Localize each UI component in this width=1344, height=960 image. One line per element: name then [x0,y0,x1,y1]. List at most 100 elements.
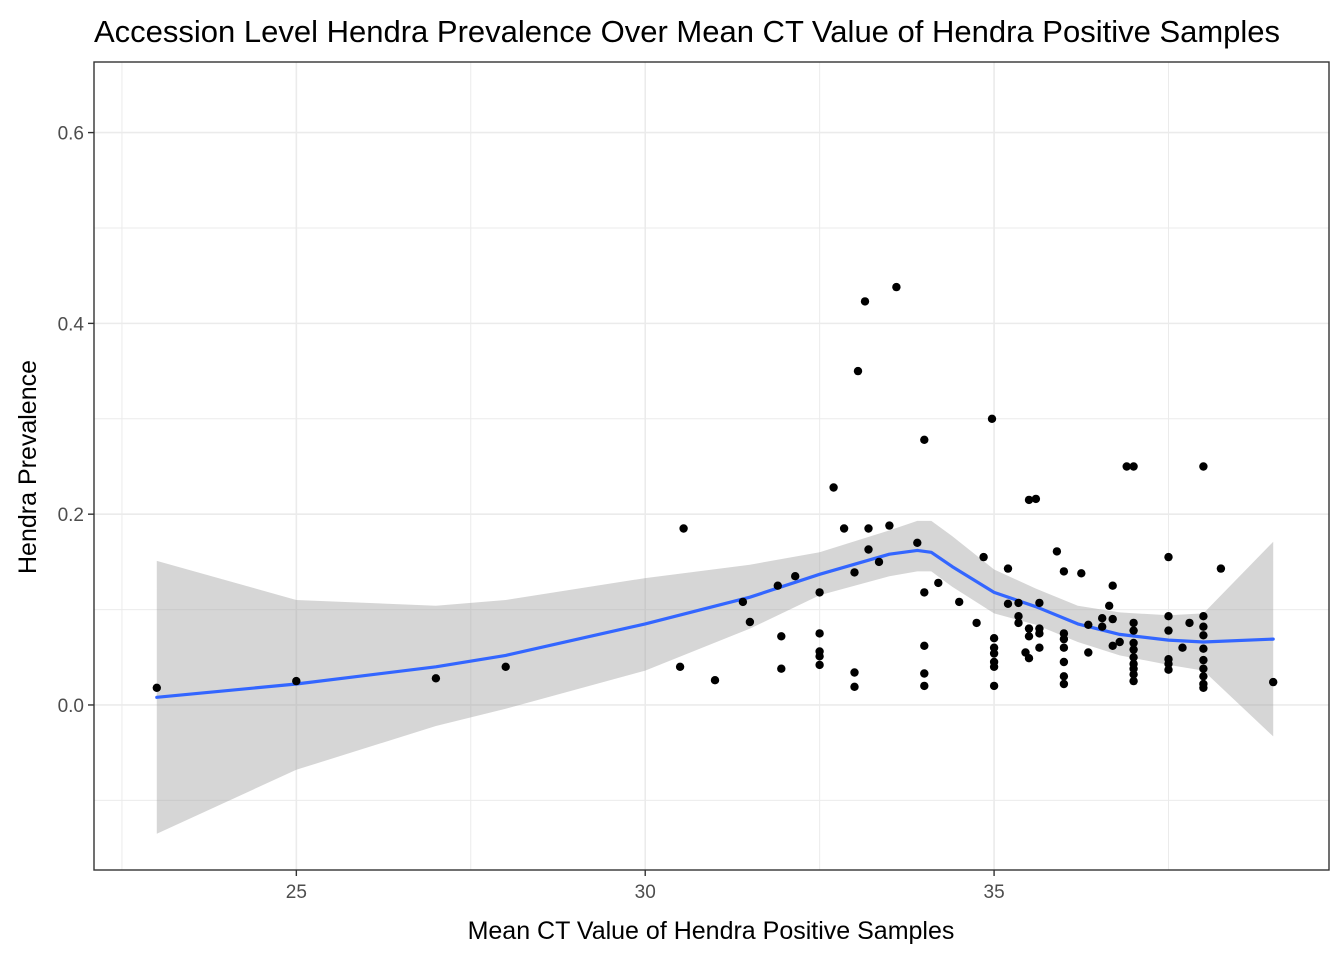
data-point [850,568,859,577]
data-point [1164,626,1173,635]
data-point [864,545,873,554]
data-point [1098,614,1107,623]
data-point [955,597,964,607]
data-point [292,676,301,686]
data-point [1059,679,1069,689]
data-point [791,572,800,581]
x-tick-label: 30 [635,882,656,903]
data-point [934,578,943,588]
y-axis: 0.0 0.2 0.4 0.6 [58,124,94,717]
data-point [815,660,824,670]
data-point [675,662,685,671]
data-point [815,588,824,597]
data-point [892,282,901,292]
data-point [1122,462,1131,471]
data-point [1216,564,1226,573]
data-point [1178,643,1187,652]
data-point [989,681,999,691]
data-point [1129,676,1138,686]
chart-title: Accession Level Hendra Prevalence Over M… [94,14,1280,49]
data-point [501,662,510,671]
data-point [1269,677,1278,687]
data-point [1003,564,1013,573]
data-point [1024,624,1034,633]
data-point [1199,664,1208,673]
data-points [152,282,1278,692]
data-point [1129,462,1138,471]
y-tick-label: 0.4 [58,314,85,335]
data-point [989,649,999,658]
data-point [1129,645,1138,654]
data-point [710,676,720,685]
data-point [853,366,863,376]
data-point [738,597,748,607]
data-point [1129,618,1138,628]
data-point [1105,601,1114,610]
data-point [850,668,859,677]
data-point [1024,495,1034,505]
data-point [1084,648,1093,657]
data-point [1059,567,1069,576]
data-point [989,643,999,652]
data-point [1024,632,1034,641]
confidence-ribbon [156,520,1274,834]
data-point [777,664,786,673]
panel-border [93,61,1330,871]
data-point [1014,612,1023,621]
data-point [1199,612,1208,621]
data-point [1108,581,1117,590]
data-point [1199,644,1208,653]
data-point [1164,665,1173,674]
data-point [864,524,873,533]
x-axis-title: Mean CT Value of Hendra Positive Samples [468,917,955,945]
data-point [913,538,922,547]
data-point [1108,641,1117,650]
data-point [1199,672,1208,681]
data-point [972,618,981,628]
confidence-band [156,520,1274,834]
data-point [1129,670,1138,679]
y-axis-title: Hendra Prevalence [14,360,42,574]
data-point [1052,547,1062,556]
smooth-line [155,548,1275,699]
data-point [920,435,929,444]
data-point [885,521,894,530]
data-point [920,641,929,650]
data-point [1199,622,1208,631]
data-point [1084,620,1093,629]
y-tick-label: 0.2 [58,505,84,526]
data-point [839,524,849,533]
data-point [860,297,870,306]
data-point [745,617,755,627]
data-point [815,629,824,638]
data-point [920,669,929,678]
y-tick-label: 0.0 [58,696,84,717]
grid-lines [94,62,1329,870]
data-point [1003,599,1013,608]
data-point [1024,654,1034,663]
data-point [1098,622,1107,631]
data-point [1199,655,1208,665]
data-point [1077,569,1086,578]
data-point [152,683,161,692]
data-point [850,682,859,691]
data-point [1014,618,1023,628]
x-tick-label: 35 [984,882,1005,903]
data-point [1164,612,1173,621]
data-point [679,524,688,533]
smooth-curve [155,548,1275,699]
data-point [1129,638,1138,648]
data-point [989,662,999,671]
data-point [1035,643,1044,652]
data-point [431,674,441,683]
data-point [1059,657,1069,667]
data-point [1199,462,1208,471]
data-point [1164,659,1173,669]
data-point [989,634,999,643]
data-point [1059,672,1069,681]
data-point [829,483,838,492]
data-point [1108,614,1117,624]
data-point [1199,683,1208,692]
data-point [920,681,929,691]
